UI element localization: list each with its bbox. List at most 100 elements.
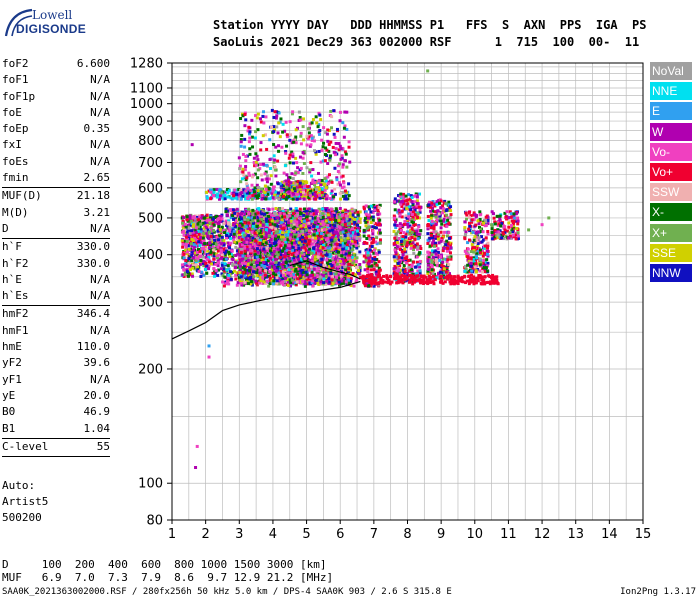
echo-point	[251, 280, 255, 284]
echo-point	[284, 260, 288, 264]
echo-point	[299, 248, 303, 252]
param-value: 0.35	[83, 122, 111, 136]
echo-point	[274, 234, 278, 238]
echo-point	[235, 263, 239, 267]
echo-point	[246, 188, 250, 192]
echo-point	[302, 223, 306, 227]
param-label: yF1	[2, 372, 22, 386]
echo-point	[224, 207, 228, 211]
echo-point	[238, 266, 242, 270]
echo-point	[297, 257, 301, 261]
echo-point	[311, 279, 315, 283]
echo-point	[312, 254, 316, 258]
echo-point	[286, 238, 290, 242]
echo-point	[258, 223, 262, 227]
header-row1: Station YYYY DAY DDD HHMMSS P1 FFS S AXN…	[213, 18, 647, 32]
echo-point	[191, 233, 195, 237]
echo-point	[199, 228, 203, 232]
echo-point	[228, 255, 232, 259]
echo-point	[245, 240, 249, 244]
echo-point	[332, 256, 336, 260]
echo-point	[242, 241, 246, 245]
echo-point	[213, 242, 217, 246]
echo-point	[201, 259, 205, 263]
echo-point	[226, 213, 230, 217]
echo-point	[247, 234, 251, 238]
echo-point	[225, 236, 229, 240]
echo-point	[198, 247, 202, 251]
echo-point	[287, 280, 291, 284]
echo-point	[267, 230, 271, 234]
echo-point	[260, 258, 264, 262]
echo-point	[251, 227, 255, 231]
echo-point	[188, 273, 192, 277]
echo-point	[321, 212, 325, 216]
echo-point	[277, 282, 281, 286]
echo-point	[246, 262, 250, 266]
echo-point	[347, 221, 351, 225]
echo-point	[249, 276, 253, 280]
echo-point	[289, 232, 293, 236]
echo-point	[302, 219, 306, 223]
echo-point	[250, 245, 254, 249]
echo-point	[297, 223, 301, 227]
echo-point	[282, 258, 286, 262]
echo-point	[298, 260, 302, 264]
echo-point	[207, 246, 211, 250]
echo-point	[251, 211, 255, 215]
echo-point	[278, 235, 282, 239]
echo-point	[348, 256, 352, 260]
echo-point	[280, 276, 284, 280]
echo-point	[203, 242, 207, 246]
echo-point	[308, 216, 312, 220]
echo-point	[259, 275, 263, 279]
echo-point	[275, 267, 279, 271]
echo-point	[220, 220, 224, 224]
param-value: 20.0	[83, 388, 111, 402]
echo-point	[336, 266, 340, 270]
echo-point	[290, 214, 294, 218]
echo-point	[183, 239, 187, 243]
echo-point	[264, 219, 268, 223]
echo-point	[282, 279, 286, 283]
echo-point	[197, 232, 201, 236]
echo-point	[301, 235, 305, 239]
echo-point	[342, 251, 346, 255]
echo-point	[215, 256, 219, 260]
echo-point	[343, 256, 347, 260]
echo-point	[188, 231, 192, 235]
echo-point	[240, 227, 244, 231]
param-value: N/A	[90, 323, 110, 337]
echo-point	[204, 247, 208, 251]
echo-point	[271, 282, 275, 286]
echo-point	[253, 210, 257, 214]
echo-point	[220, 217, 224, 221]
echo-point	[281, 280, 285, 284]
echo-point	[186, 244, 190, 248]
echo-point	[284, 240, 288, 244]
echo-point	[290, 210, 294, 214]
echo-point	[282, 219, 286, 223]
echo-point	[256, 219, 260, 223]
echo-point	[334, 242, 338, 246]
echo-point	[238, 224, 242, 228]
echo-point	[341, 218, 345, 222]
echo-point	[263, 250, 267, 254]
echo-point	[298, 274, 302, 278]
echo-point	[251, 258, 255, 262]
echo-point	[234, 219, 238, 223]
echo-point	[335, 242, 339, 246]
echo-point	[215, 216, 219, 220]
echo-point	[290, 241, 294, 245]
echo-point	[222, 267, 226, 271]
echo-point	[358, 229, 362, 233]
echo-point	[311, 239, 315, 243]
echo-point	[195, 215, 199, 219]
echo-point	[286, 223, 290, 227]
echo-point	[202, 226, 206, 230]
echo-point	[255, 260, 259, 264]
param-row: M(D) 3.21	[2, 205, 110, 221]
echo-point	[268, 282, 272, 286]
echo-point	[346, 257, 350, 261]
echo-point	[230, 216, 234, 220]
